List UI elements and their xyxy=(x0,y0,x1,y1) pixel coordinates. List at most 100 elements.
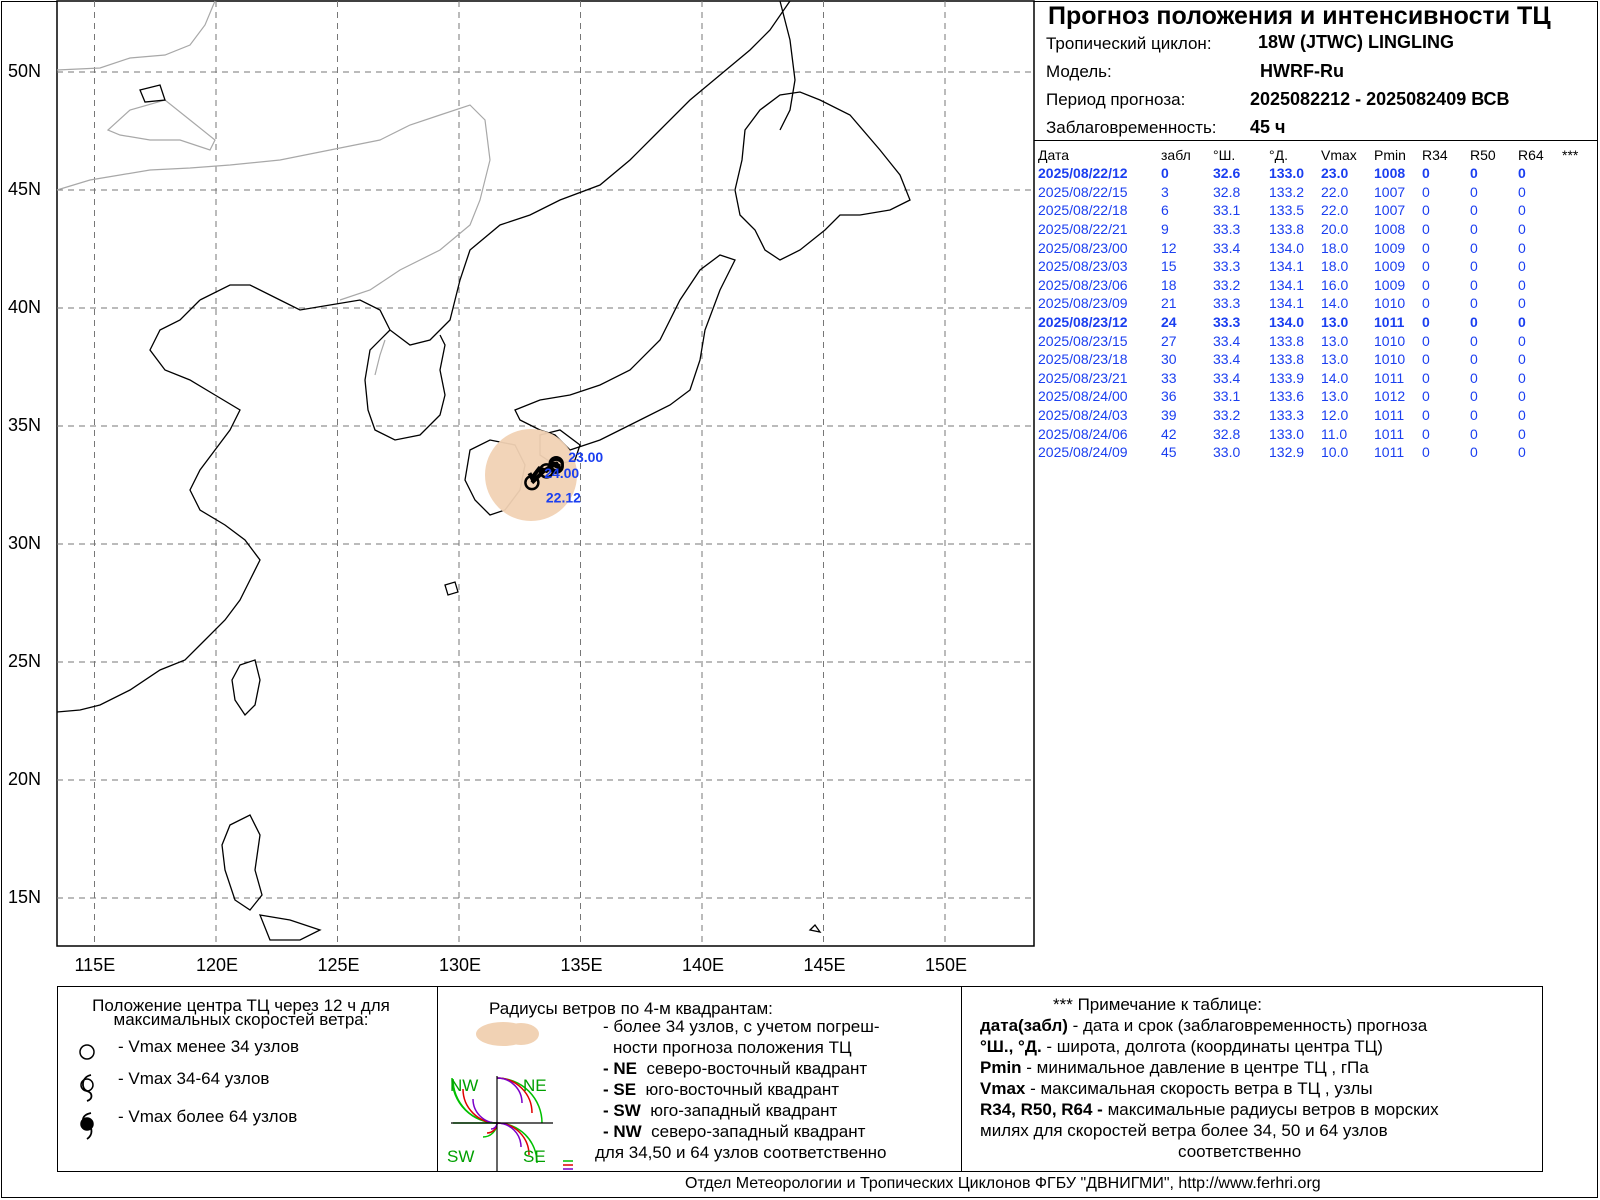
table-cell: 2025/08/23/00 xyxy=(1038,239,1128,256)
table-cell: 1012 xyxy=(1374,388,1406,405)
table-cell: 0 xyxy=(1422,165,1430,182)
lat-tick-label: 40N xyxy=(8,297,42,317)
table-cell: 1010 xyxy=(1374,351,1406,368)
note-line6: милях для скоростей ветра более 34, 50 и… xyxy=(980,1121,1388,1140)
track-point-marker xyxy=(538,463,555,479)
table-cell: 1009 xyxy=(1374,276,1406,293)
table-cell: 13.0 xyxy=(1321,332,1349,349)
table-cell: 133.8 xyxy=(1269,221,1305,238)
table-cell: 134.1 xyxy=(1269,295,1305,312)
table-row: 2025/08/23/21 33 33.4 133.9 14.0 1011 0 0 0 xyxy=(1038,369,1592,388)
lead-value: 45 ч xyxy=(1250,117,1286,137)
legend-mid-line1: - более 34 узлов, с учетом погреш- xyxy=(603,1017,880,1036)
track-line xyxy=(527,461,561,485)
table-cell: 33.4 xyxy=(1213,369,1241,386)
column-header: Vmax xyxy=(1321,146,1357,163)
note-text-date: - дата и срок (заблаговременность) прогн… xyxy=(1067,1016,1428,1035)
table-cell: 133.2 xyxy=(1269,183,1305,200)
quad-text-se: юго-восточный квадрант xyxy=(645,1080,840,1099)
table-cell: 0 xyxy=(1470,388,1478,405)
column-header: R34 xyxy=(1422,146,1448,163)
table-cell: 2025/08/22/18 xyxy=(1038,202,1128,219)
table-cell: 2025/08/22/21 xyxy=(1038,221,1128,238)
table-cell: 30 xyxy=(1161,351,1177,368)
table-cell: 0 xyxy=(1422,295,1430,312)
note-term-date: дата(забл) xyxy=(980,1016,1068,1035)
note-term-vmax: Vmax xyxy=(980,1079,1026,1098)
table-cell: 0 xyxy=(1518,407,1526,424)
table-cell: 33.4 xyxy=(1213,332,1241,349)
note-text-vmax: - максимальная скорость ветра в ТЦ , узл… xyxy=(1025,1079,1373,1098)
table-cell: 0 xyxy=(1518,351,1526,368)
table-cell: 0 xyxy=(1518,239,1526,256)
table-cell: 0 xyxy=(1470,183,1478,200)
table-cell: 0 xyxy=(1470,295,1478,312)
legend-divider xyxy=(961,987,962,1171)
table-cell: 39 xyxy=(1161,407,1177,424)
table-cell: 0 xyxy=(1518,388,1526,405)
table-cell: 0 xyxy=(1422,444,1430,461)
table-cell: 0 xyxy=(1518,369,1526,386)
table-cell: 33.3 xyxy=(1213,314,1241,331)
cyclone-value: 18W (JTWC) LINGLING xyxy=(1258,32,1454,52)
forecast-table: Дата забл °Ш. °Д. Vmax Pmin R34 R50 R64 *** 2025/… xyxy=(1038,145,1592,462)
cyclone-label: Тропический циклон: xyxy=(1046,34,1212,53)
table-cell: 13.0 xyxy=(1321,314,1349,331)
table-header: Дата забл °Ш. °Д. Vmax Pmin R34 R50 R64 *** xyxy=(1038,145,1592,164)
table-cell: 14.0 xyxy=(1321,295,1349,312)
table-cell: 33 xyxy=(1161,369,1177,386)
track-time-label: 24.00 xyxy=(544,465,579,481)
table-cell: 18.0 xyxy=(1321,258,1349,275)
table-cell: 0 xyxy=(1518,183,1526,200)
table-cell: 1007 xyxy=(1374,202,1406,219)
table-cell: 33.4 xyxy=(1213,239,1241,256)
table-cell: 2025/08/23/12 xyxy=(1038,314,1128,331)
table-cell: 134.0 xyxy=(1269,239,1305,256)
table-cell: 0 xyxy=(1422,369,1430,386)
column-header: °Д. xyxy=(1269,146,1288,163)
note-text-pmin: - минимальное давление в центре ТЦ , гПа xyxy=(1021,1058,1369,1077)
table-cell: 0 xyxy=(1422,332,1430,349)
model-label: Модель: xyxy=(1046,62,1112,81)
table-cell: 0 xyxy=(1518,314,1526,331)
legend-right-title: *** Примечание к таблице: xyxy=(1053,995,1263,1014)
table-cell: 12.0 xyxy=(1321,407,1349,424)
table-cell: 0 xyxy=(1470,332,1478,349)
table-cell: 22.0 xyxy=(1321,202,1349,219)
table-cell: 33.2 xyxy=(1213,407,1241,424)
table-cell: 15 xyxy=(1161,258,1177,275)
table-cell: 133.9 xyxy=(1269,369,1305,386)
lon-tick-label: 150E xyxy=(925,955,968,975)
table-row: 2025/08/23/03 15 33.3 134.1 18.0 1009 0 0 0 xyxy=(1038,257,1592,276)
column-header: *** xyxy=(1562,146,1579,163)
table-cell: 33.4 xyxy=(1213,351,1241,368)
lat-tick-label: 15N xyxy=(8,887,42,907)
table-cell: 24 xyxy=(1161,314,1177,331)
column-header: R64 xyxy=(1518,146,1544,163)
table-row: 2025/08/22/15 3 32.8 133.2 22.0 1007 0 0 0 xyxy=(1038,183,1592,202)
table-cell: 0 xyxy=(1422,351,1430,368)
table-cell: 134.0 xyxy=(1269,314,1305,331)
table-cell: 0 xyxy=(1470,444,1478,461)
table-cell: 0 xyxy=(1470,314,1478,331)
note-line7: соответственно xyxy=(1178,1142,1302,1161)
table-cell: 2025/08/24/06 xyxy=(1038,425,1128,442)
table-cell: 134.1 xyxy=(1269,276,1305,293)
table-cell: 1008 xyxy=(1374,165,1406,182)
page-title: Прогноз положения и интенсивности ТЦ xyxy=(1048,2,1551,30)
map-frame xyxy=(56,0,1035,947)
period-label: Период прогноза: xyxy=(1046,90,1186,109)
table-cell: 2025/08/23/18 xyxy=(1038,351,1128,368)
table-cell: 2025/08/23/09 xyxy=(1038,295,1128,312)
quad-label-nw: NW xyxy=(450,1076,478,1095)
table-row: 2025/08/23/09 21 33.3 134.1 14.0 1010 0 0 0 xyxy=(1038,294,1592,313)
table-cell: 22.0 xyxy=(1321,183,1349,200)
table-cell: 0 xyxy=(1518,332,1526,349)
table-cell: 1011 xyxy=(1374,425,1405,442)
column-header: R50 xyxy=(1470,146,1496,163)
table-cell: 36 xyxy=(1161,388,1177,405)
track-time-label: 23.00 xyxy=(568,449,603,465)
legend-item-weak: - Vmax менее 34 узлов xyxy=(118,1037,300,1056)
country-borders xyxy=(56,0,491,376)
table-cell: 2025/08/24/03 xyxy=(1038,407,1128,424)
